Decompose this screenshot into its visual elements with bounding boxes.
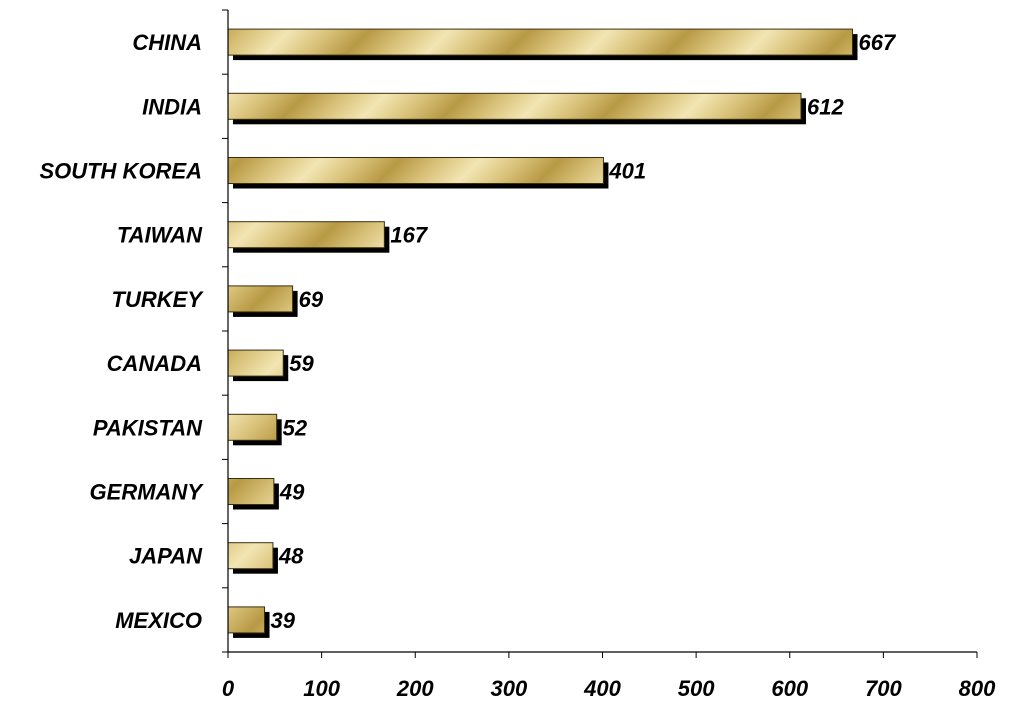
x-tick-label: 500 [678, 676, 715, 701]
category-labels: CHINA INDIA SOUTH KOREA TAIWAN TURKEY CANADA P… [39, 30, 204, 633]
data-label: 401 [608, 159, 646, 184]
bar-china [227, 28, 853, 56]
data-labels: 667 612 401 167 69 59 52 49 48 39 [271, 30, 897, 633]
category-label: PAKISTAN [93, 415, 203, 440]
axes [222, 9, 978, 658]
bar-shadows [233, 34, 858, 638]
x-tick-label: 700 [865, 676, 902, 701]
category-label: INDIA [142, 94, 202, 119]
bar-south-korea [227, 157, 604, 184]
data-label: 69 [299, 287, 324, 312]
data-label: 52 [283, 415, 308, 440]
x-tick-label: 100 [303, 676, 340, 701]
bar-india [227, 92, 802, 120]
data-label: 167 [390, 223, 428, 248]
category-label: CANADA [107, 351, 202, 376]
bar-canada [227, 349, 284, 377]
category-label: MEXICO [115, 608, 202, 633]
category-label: GERMANY [90, 480, 205, 505]
bars [227, 28, 853, 634]
data-label: 59 [289, 351, 314, 376]
category-label: JAPAN [129, 544, 203, 569]
bar-pakistan [227, 413, 278, 441]
data-label: 612 [807, 94, 844, 119]
data-label: 49 [279, 480, 305, 505]
data-label: 48 [278, 544, 304, 569]
data-label: 39 [271, 608, 296, 633]
bar-germany [227, 478, 275, 505]
x-tick-labels: 0 100 200 300 400 500 600 700 800 [222, 676, 996, 701]
bar-turkey [227, 285, 294, 313]
x-tick-label: 200 [396, 676, 434, 701]
x-tick-label: 600 [771, 676, 808, 701]
x-tick-label: 800 [959, 676, 996, 701]
x-tick-label: 300 [491, 676, 528, 701]
bar-taiwan [227, 221, 385, 249]
bar-japan [227, 542, 274, 570]
category-label: SOUTH KOREA [39, 159, 202, 184]
category-label: TAIWAN [117, 223, 203, 248]
x-tick-label: 0 [222, 676, 235, 701]
category-label: CHINA [132, 30, 202, 55]
bar-mexico [227, 606, 266, 634]
data-label: 667 [858, 30, 896, 55]
x-tick-label: 400 [583, 676, 621, 701]
category-label: TURKEY [112, 287, 205, 312]
